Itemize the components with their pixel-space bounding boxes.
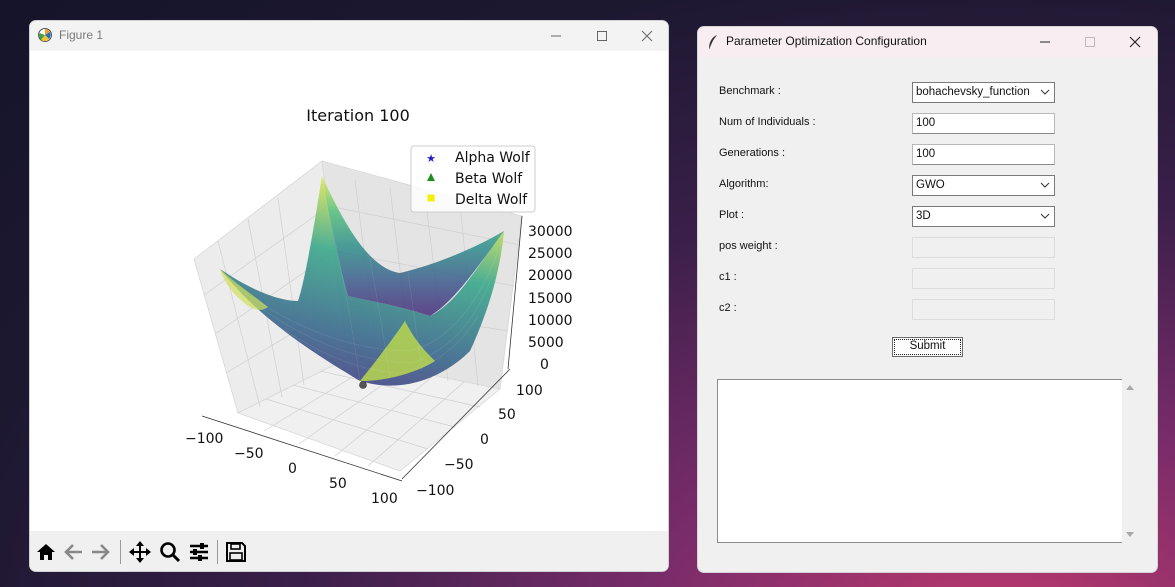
figure-titlebar[interactable]: Figure 1 xyxy=(30,21,668,51)
c1-label: c1 : xyxy=(719,271,737,283)
plot-title: Iteration 100 xyxy=(306,106,410,125)
legend-alpha: Alpha Wolf xyxy=(455,150,531,166)
algorithm-value: GWO xyxy=(916,179,945,191)
x-axis: −100 −50 0 50 100 xyxy=(185,415,403,507)
generations-label: Generations : xyxy=(719,147,786,159)
legend-beta: Beta Wolf xyxy=(455,171,523,187)
forward-button[interactable] xyxy=(87,539,113,565)
benchmark-select[interactable]: bohachevsky_function xyxy=(912,82,1055,103)
c2-input[interactable] xyxy=(912,299,1055,320)
feather-icon xyxy=(709,35,717,50)
zoom-button[interactable] xyxy=(157,539,183,565)
y-tick: 100 xyxy=(516,383,543,399)
benchmark-value: bohachevsky_function xyxy=(916,86,1030,98)
config-titlebar[interactable]: Parameter Optimization Configuration xyxy=(698,27,1157,57)
wolf-position-marker xyxy=(359,381,367,389)
plot-value: 3D xyxy=(916,210,931,222)
config-window: Parameter Optimization Configuration Ben… xyxy=(697,26,1158,573)
y-axis: 100 50 0 −50 −100 xyxy=(401,368,543,499)
config-title: Parameter Optimization Configuration xyxy=(726,34,927,48)
y-tick: −100 xyxy=(416,483,454,499)
z-tick: 30000 xyxy=(528,224,573,240)
home-icon xyxy=(37,544,55,560)
plot-canvas[interactable]: Iteration 100 xyxy=(30,51,668,531)
generations-value: 100 xyxy=(916,148,936,160)
maximize-button[interactable] xyxy=(1067,27,1113,57)
matplotlib-icon xyxy=(38,28,52,42)
benchmark-label: Benchmark : xyxy=(719,85,781,97)
maximize-icon xyxy=(597,31,607,41)
y-tick: 0 xyxy=(480,432,489,448)
algorithm-label: Algorithm: xyxy=(719,178,769,190)
scroll-up-icon xyxy=(1126,385,1134,390)
x-tick: 0 xyxy=(288,461,297,477)
toolbar-separator xyxy=(217,540,218,564)
z-tick: 5000 xyxy=(528,335,564,351)
legend-delta: Delta Wolf xyxy=(455,192,528,208)
maximize-button[interactable] xyxy=(579,21,625,51)
z-tick: 20000 xyxy=(528,268,573,284)
minimize-button[interactable] xyxy=(533,21,579,51)
output-textarea[interactable] xyxy=(717,379,1122,543)
configure-subplots-button[interactable] xyxy=(186,539,212,565)
alpha-star-icon: ★ xyxy=(426,152,436,165)
zoom-icon xyxy=(160,542,181,563)
maximize-icon xyxy=(1085,37,1095,47)
y-tick: −50 xyxy=(444,457,474,473)
x-tick: −100 xyxy=(185,431,223,447)
surface-plot: Iteration 100 xyxy=(185,106,573,507)
figure-title: Figure 1 xyxy=(59,28,104,42)
plot-label: Plot : xyxy=(719,209,745,221)
chevron-down-icon xyxy=(1040,182,1050,188)
z-tick: 15000 xyxy=(528,291,573,307)
home-button[interactable] xyxy=(33,539,59,565)
z-axis: 30000 25000 20000 15000 10000 5000 0 xyxy=(507,215,573,373)
plot-select[interactable]: 3D xyxy=(912,206,1055,227)
individuals-input[interactable]: 100 xyxy=(912,113,1055,134)
chevron-down-icon xyxy=(1040,89,1050,95)
close-icon xyxy=(1129,36,1141,48)
save-icon xyxy=(226,542,246,562)
pos-weight-label: pos weight : xyxy=(719,240,778,252)
scrollbar-arrows xyxy=(1126,385,1134,537)
plot-legend: ★ Alpha Wolf Beta Wolf Delta Wolf xyxy=(410,145,536,213)
configure-icon xyxy=(190,543,208,561)
close-icon xyxy=(641,30,653,42)
c2-label: c2 : xyxy=(719,302,737,314)
back-icon xyxy=(64,544,82,560)
generations-input[interactable]: 100 xyxy=(912,144,1055,165)
toolbar-separator xyxy=(120,540,121,564)
beta-triangle-icon xyxy=(427,173,435,181)
z-tick: 0 xyxy=(540,357,549,373)
minimize-icon xyxy=(1040,41,1050,43)
navigation-toolbar xyxy=(30,531,668,571)
x-tick: 100 xyxy=(371,491,398,507)
output-scrollbar[interactable] xyxy=(1122,379,1138,543)
c1-input[interactable] xyxy=(912,268,1055,289)
z-tick: 10000 xyxy=(528,313,573,329)
forward-icon xyxy=(92,544,110,560)
pan-button[interactable] xyxy=(127,539,153,565)
save-button[interactable] xyxy=(223,539,249,565)
submit-button[interactable]: Submit xyxy=(892,337,963,357)
benchmark-surface xyxy=(220,176,504,389)
z-tick: 25000 xyxy=(528,246,573,262)
minimize-icon xyxy=(551,35,561,37)
back-button[interactable] xyxy=(61,539,87,565)
individuals-value: 100 xyxy=(916,117,936,129)
figure-window: Figure 1 xyxy=(29,20,669,572)
delta-square-icon xyxy=(427,194,435,202)
chevron-down-icon xyxy=(1040,213,1050,219)
scroll-down-icon xyxy=(1126,532,1134,537)
pan-icon xyxy=(129,541,151,563)
algorithm-select[interactable]: GWO xyxy=(912,175,1055,196)
x-tick: −50 xyxy=(234,446,264,462)
minimize-button[interactable] xyxy=(1022,27,1068,57)
close-button[interactable] xyxy=(1112,27,1157,57)
y-tick: 50 xyxy=(498,407,516,423)
individuals-label: Num of Individuals : xyxy=(719,116,816,128)
x-tick: 50 xyxy=(329,476,347,492)
pos-weight-input[interactable] xyxy=(912,237,1055,258)
close-button[interactable] xyxy=(624,21,668,51)
